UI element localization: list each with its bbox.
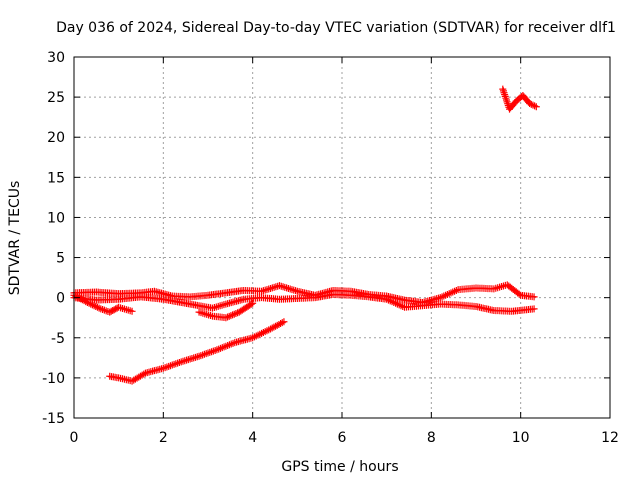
series-track-main-lower bbox=[70, 290, 538, 315]
y-tick-label: 25 bbox=[47, 90, 65, 106]
data-point bbox=[501, 91, 509, 99]
data-point bbox=[222, 314, 230, 322]
data-point bbox=[499, 87, 507, 95]
y-tick-label: -5 bbox=[51, 331, 65, 347]
data-points bbox=[70, 85, 540, 385]
data-point bbox=[140, 370, 148, 378]
x-tick-label: 2 bbox=[159, 430, 168, 446]
data-point bbox=[87, 300, 95, 308]
y-axis-label: SDTVAR / TECUs bbox=[7, 181, 23, 296]
data-point bbox=[503, 98, 511, 106]
data-point bbox=[90, 302, 98, 310]
data-point bbox=[501, 92, 509, 100]
data-point bbox=[502, 94, 510, 102]
x-axis-label: GPS time / hours bbox=[281, 459, 398, 475]
data-point bbox=[247, 300, 255, 308]
y-tick-label: 20 bbox=[47, 130, 65, 146]
y-tick-label: 10 bbox=[47, 210, 65, 226]
data-point bbox=[526, 100, 534, 108]
data-point bbox=[224, 313, 232, 321]
x-tick-label: 12 bbox=[601, 430, 619, 446]
data-point bbox=[249, 299, 257, 307]
data-point bbox=[227, 312, 235, 320]
series-track-mid-dip bbox=[195, 299, 257, 322]
data-point bbox=[128, 307, 136, 315]
x-tick-label: 6 bbox=[338, 430, 347, 446]
y-tick-label: 30 bbox=[47, 50, 65, 66]
x-tick-label: 8 bbox=[427, 430, 436, 446]
data-point bbox=[83, 298, 91, 306]
grid-lines bbox=[74, 57, 610, 418]
data-point bbox=[106, 308, 114, 316]
y-tick-label: 15 bbox=[47, 170, 65, 186]
data-point bbox=[530, 305, 538, 313]
data-point bbox=[230, 310, 238, 318]
data-point bbox=[499, 85, 507, 93]
series-track-rising bbox=[106, 318, 288, 385]
data-point bbox=[532, 103, 540, 111]
data-point bbox=[530, 293, 538, 301]
data-point bbox=[110, 306, 118, 314]
y-tick-label: 0 bbox=[56, 291, 65, 307]
data-point bbox=[225, 312, 233, 320]
data-point bbox=[229, 311, 237, 319]
data-point bbox=[529, 101, 537, 109]
data-point bbox=[232, 310, 240, 318]
data-point bbox=[109, 307, 117, 315]
data-point bbox=[531, 102, 539, 110]
y-tick-label: 5 bbox=[56, 251, 65, 267]
axis-ticks: 0 2 4 6 8 10 12 -15 -10 -5 0 5 10 15 20 25 30 bbox=[42, 50, 619, 446]
x-tick-label: 4 bbox=[248, 430, 257, 446]
data-point bbox=[234, 309, 242, 317]
series-track-high bbox=[499, 85, 540, 113]
data-point bbox=[92, 302, 100, 310]
data-point bbox=[280, 318, 288, 326]
data-point bbox=[278, 319, 286, 327]
data-point bbox=[93, 303, 101, 311]
y-tick-label: -10 bbox=[42, 371, 65, 387]
data-point bbox=[82, 298, 90, 306]
data-point bbox=[107, 307, 115, 315]
data-point bbox=[88, 301, 96, 309]
data-point bbox=[85, 299, 93, 307]
x-tick-label: 0 bbox=[70, 430, 79, 446]
data-point bbox=[112, 305, 120, 313]
chart-title: Day 036 of 2024, Sidereal Day-to-day VTE… bbox=[56, 20, 616, 36]
series-track-main-upper bbox=[70, 281, 538, 306]
x-tick-label: 10 bbox=[512, 430, 530, 446]
y-tick-label: -15 bbox=[42, 411, 65, 427]
data-point bbox=[500, 89, 508, 97]
data-point bbox=[527, 100, 535, 108]
data-point bbox=[515, 290, 523, 298]
data-point bbox=[95, 304, 103, 312]
